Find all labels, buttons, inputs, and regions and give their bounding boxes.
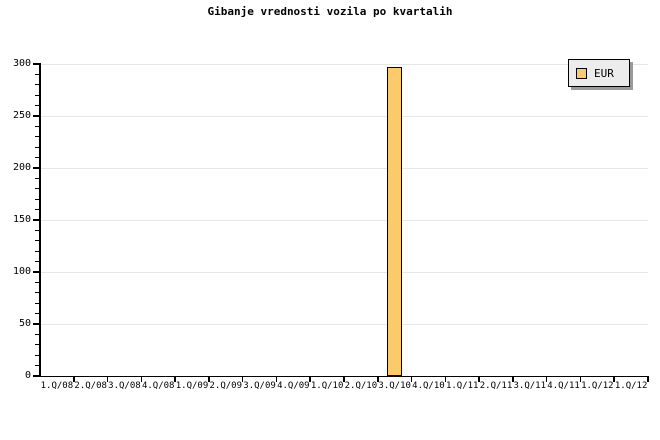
y-tick-major [33,271,40,273]
y-axis-label-wrap: 0 [0,371,31,381]
y-axis-label-wrap: 100 [0,267,31,277]
y-tick-major [33,219,40,221]
y-tick-minor [35,344,40,346]
y-tick-major [33,323,40,325]
y-tick-minor [35,125,40,128]
y-tick-minor [35,292,40,294]
y-tick-minor [35,73,40,76]
x-axis-label: 1.Q/12 [581,381,614,391]
y-tick-minor [35,94,40,96]
y-tick-minor [35,136,40,138]
x-tick [106,376,109,382]
x-axis-label: 3.Q/11 [513,381,547,391]
x-tick [376,376,379,382]
x-tick [72,376,75,382]
legend-swatch-eur [576,67,587,79]
y-axis-line [39,63,41,377]
y-axis-label-wrap: 300 [0,59,31,69]
x-axis-label: 3.Q/10 [378,381,411,391]
x-tick [174,376,176,382]
x-tick [208,376,210,382]
chart-title: Gibanje vrednosti vozila po kvartalih [207,5,453,18]
y-axis-label: 0 [24,370,31,381]
bar[interactable] [386,67,403,376]
x-axis-label: 1.Q/12 [614,381,648,391]
x-tick [343,376,345,382]
y-axis-label: 300 [12,58,31,69]
x-axis-label: 3.Q/09 [243,381,276,391]
y-tick-minor [35,364,40,367]
x-tick [241,376,244,382]
y-tick-minor [35,177,40,180]
x-tick [647,376,649,382]
y-tick-minor [35,240,40,242]
y-tick-minor [35,104,40,107]
gridline [40,167,648,169]
y-tick-minor [35,260,40,263]
y-tick-major [33,375,40,377]
gridline [40,115,648,117]
x-axis-label: 3.Q/08 [108,381,141,391]
x-axis-label: 4.Q/10 [412,381,445,391]
y-tick-major [33,115,40,117]
y-axis-label-wrap: 50 [0,319,31,329]
x-axis-label: 4.Q/11 [547,381,580,391]
y-axis-label-wrap: 200 [0,163,31,173]
y-axis-label: 150 [12,214,31,225]
legend-label-eur: EUR [594,66,614,80]
y-tick-minor [35,208,40,211]
y-axis-label: 250 [12,110,31,121]
y-axis-label-wrap: 250 [0,111,31,121]
y-tick-minor [35,156,40,159]
x-axis-label: 2.Q/11 [479,381,513,391]
x-tick [410,376,413,382]
y-tick-minor [35,333,40,336]
x-axis-label: 2.Q/08 [74,381,107,391]
y-tick-minor [35,188,40,190]
y-axis-label: 100 [12,266,31,277]
y-tick-minor [35,229,40,232]
y-tick-minor [35,312,40,315]
y-tick-minor [35,302,40,304]
y-tick-minor [35,84,40,86]
x-axis-label: 4.Q/09 [277,381,310,391]
x-tick [444,376,447,382]
gridline [40,219,648,221]
y-tick-minor [35,198,40,200]
x-tick [140,376,143,382]
legend[interactable]: EUR [568,59,630,87]
y-tick-minor [35,250,40,252]
gridline [40,271,648,273]
x-axis-label: 1.Q/11 [445,381,479,391]
y-axis-label: 50 [18,318,31,329]
x-tick [579,376,582,382]
y-tick-minor [35,354,40,356]
x-tick [512,376,514,382]
x-axis-label: 2.Q/10 [344,381,378,391]
x-axis-label: 1.Q/10 [310,381,344,391]
y-tick-major [33,167,40,169]
x-tick [309,376,312,382]
x-tick [545,376,548,382]
x-tick [613,376,616,382]
y-axis-label-wrap: 150 [0,215,31,225]
y-tick-minor [35,281,40,284]
gridline [40,323,648,325]
y-tick-major [33,63,40,65]
x-axis-label: 2.Q/09 [209,381,243,391]
x-axis-label: 4.Q/08 [141,381,175,391]
gridline [40,63,648,65]
y-axis-label: 200 [12,162,31,173]
x-axis-label: 1.Q/09 [175,381,209,391]
x-tick [478,376,480,382]
y-tick-minor [35,146,40,148]
x-tick [275,376,278,382]
x-axis-label: 1.Q/08 [40,381,74,391]
